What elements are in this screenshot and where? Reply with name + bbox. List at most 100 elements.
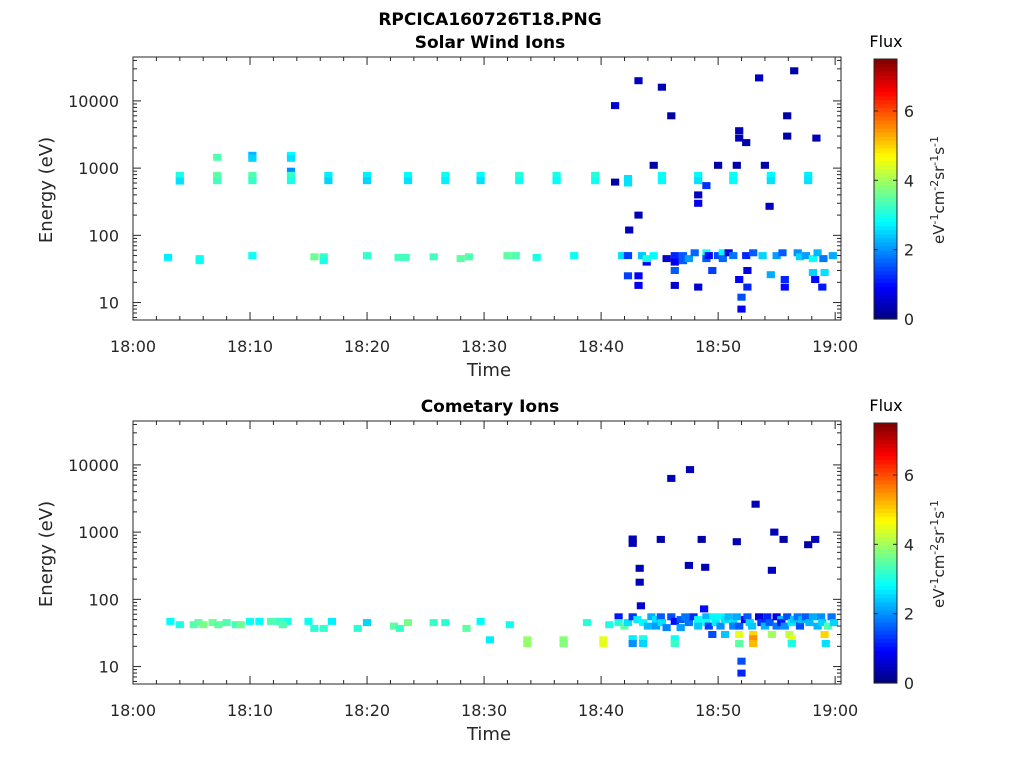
heatmap-cell xyxy=(634,77,643,85)
colorbar-swatch xyxy=(874,516,897,522)
heatmap-cell xyxy=(639,640,648,647)
colorbar-swatch xyxy=(874,75,897,80)
y-tick-label: 10 xyxy=(99,294,119,313)
heatmap-cell xyxy=(729,171,738,179)
colorbar-swatch xyxy=(874,225,897,231)
heatmap-cell xyxy=(441,619,450,627)
colorbar-swatch xyxy=(874,613,897,619)
heatmap-cell xyxy=(213,153,222,161)
heatmap-cell xyxy=(681,613,690,621)
heatmap-cell xyxy=(724,249,733,257)
heatmap-cell xyxy=(772,252,781,260)
heatmap-cell xyxy=(829,619,839,627)
colorbar-swatch xyxy=(874,249,897,255)
heatmap-cell xyxy=(667,474,676,482)
colorbar-tick-label: 4 xyxy=(904,535,914,554)
heatmap-cell xyxy=(441,171,450,179)
heatmap-cell xyxy=(684,561,693,569)
heatmap-cell xyxy=(670,640,679,647)
heatmap-cell xyxy=(248,171,257,179)
colorbar-swatch xyxy=(874,678,897,684)
colorbar-swatch xyxy=(874,290,897,296)
heatmap-cell xyxy=(708,631,717,638)
colorbar-swatch xyxy=(874,622,897,627)
heatmap-cell xyxy=(678,252,688,260)
heatmap-cell xyxy=(199,621,208,629)
heatmap-cell xyxy=(708,267,717,274)
colorbar-swatch xyxy=(874,306,897,312)
colorbar-swatch xyxy=(874,674,897,680)
colorbar-swatch xyxy=(874,451,897,457)
x-tick-label: 18:20 xyxy=(344,701,390,720)
x-tick-label: 18:30 xyxy=(461,701,507,720)
heatmap-cell xyxy=(362,619,372,627)
colorbar-swatch xyxy=(874,609,897,615)
heatmap-cell xyxy=(783,613,792,621)
heatmap-cell xyxy=(735,622,744,630)
colorbar-swatch xyxy=(874,132,897,137)
heatmap-cell xyxy=(735,640,744,647)
heatmap-cell xyxy=(623,272,633,280)
heatmap-cell xyxy=(628,613,637,621)
heatmap-cell xyxy=(737,669,746,677)
colorbar-swatch xyxy=(874,298,897,304)
heatmap-cell xyxy=(729,622,738,630)
heatmap-cell xyxy=(175,621,184,629)
plot-area xyxy=(133,57,841,320)
heatmap-cell xyxy=(267,617,276,625)
heatmap-cell xyxy=(476,177,485,185)
colorbar-swatch xyxy=(874,229,897,235)
heatmap-cell xyxy=(476,617,485,625)
colorbar-swatch xyxy=(874,524,897,530)
colorbar-swatch xyxy=(874,630,897,635)
heatmap-cell xyxy=(689,613,698,621)
heatmap-cell xyxy=(779,535,788,543)
heatmap-cell xyxy=(656,535,665,543)
heatmap-cell xyxy=(694,199,703,207)
heatmap-cell xyxy=(633,616,642,624)
colorbar-swatch xyxy=(874,213,897,219)
colorbar-swatch xyxy=(874,270,897,275)
heatmap-cell xyxy=(742,139,751,147)
panel-title-solar-wind: Solar Wind Ions xyxy=(415,33,566,53)
heatmap-cell xyxy=(195,257,204,265)
heatmap-cell xyxy=(319,253,328,261)
colorbar-swatch xyxy=(874,500,897,505)
heatmap-cell xyxy=(735,631,744,638)
colorbar-swatch xyxy=(874,87,897,93)
heatmap-cell xyxy=(401,253,410,261)
heatmap-cell xyxy=(787,635,796,643)
colorbar-swatch xyxy=(874,119,897,125)
figure-title: RPCICA160726T18.PNG xyxy=(378,10,601,30)
heatmap-cell xyxy=(523,640,532,647)
heatmap-cell xyxy=(628,539,637,547)
heatmap-cells xyxy=(164,67,837,313)
heatmap-cell xyxy=(523,636,532,644)
heatmap-cells xyxy=(166,466,839,677)
heatmap-cell xyxy=(701,563,710,571)
heatmap-cell xyxy=(804,177,813,185)
heatmap-cell xyxy=(749,635,758,643)
colorbar-swatch xyxy=(874,646,897,652)
colorbar-swatch xyxy=(874,160,897,166)
heatmap-cell xyxy=(732,161,741,169)
heatmap-cell xyxy=(670,267,679,274)
y-tick-label: 1000 xyxy=(78,159,119,178)
colorbar-swatch xyxy=(874,103,897,109)
colorbar-swatch xyxy=(874,443,897,448)
heatmap-cell xyxy=(670,252,679,260)
heatmap-cell xyxy=(639,635,648,643)
colorbar-swatch xyxy=(874,95,897,101)
colorbar-swatch xyxy=(874,107,897,113)
heatmap-cell xyxy=(189,621,198,629)
x-tick-label: 19:00 xyxy=(812,337,858,356)
colorbar-swatch xyxy=(874,589,897,595)
heatmap-cell xyxy=(767,631,776,638)
heatmap-cell xyxy=(670,617,679,625)
heatmap-cell xyxy=(634,281,643,289)
heatmap-cell xyxy=(639,619,648,627)
colorbar-tick-label: 2 xyxy=(904,605,914,624)
colorbar-swatch xyxy=(874,577,897,583)
heatmap-cell xyxy=(827,613,836,621)
heatmap-cell xyxy=(456,255,465,263)
